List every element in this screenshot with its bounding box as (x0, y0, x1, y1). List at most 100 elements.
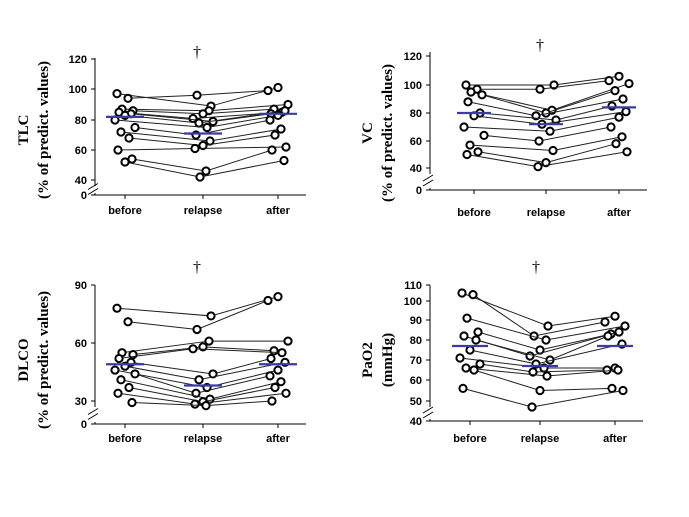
y-axis-unit-label: (% of predict. values) (36, 291, 52, 429)
x-category-label: relapse (184, 205, 223, 217)
data-point (477, 90, 487, 100)
data-point (461, 80, 471, 90)
y-tick-label: 60 (75, 338, 87, 350)
y-tick-label: 40 (410, 163, 422, 175)
data-point (622, 147, 632, 157)
y-axis-label: VC (360, 122, 376, 144)
data-point (610, 86, 620, 96)
data-point (194, 118, 204, 128)
data-point (283, 336, 293, 346)
data-point (194, 375, 204, 385)
data-point (473, 147, 483, 157)
data-point (192, 90, 202, 100)
data-point (265, 115, 275, 125)
data-point (205, 136, 215, 146)
data-point (614, 112, 624, 122)
x-category-label: before (457, 207, 491, 219)
y-tick-label: 60 (410, 136, 422, 148)
axis-break-mark (422, 174, 434, 182)
y-axis-unit-label: (% of predict. values) (380, 64, 396, 202)
data-point (120, 157, 130, 167)
significance-marker: † (193, 259, 201, 276)
axis-break-mark (87, 183, 99, 190)
data-point (191, 388, 201, 398)
data-point (188, 344, 198, 354)
data-point (195, 172, 205, 182)
data-point (459, 331, 469, 341)
data-point (545, 126, 555, 136)
axis-break-mark (87, 188, 99, 195)
y-tick-label: 60 (410, 375, 422, 387)
data-point (279, 155, 289, 166)
data-point (458, 383, 468, 393)
y-axis-label: TLC (16, 115, 32, 146)
data-point (542, 371, 552, 381)
data-point (276, 377, 286, 387)
data-point (267, 396, 277, 406)
data-point (535, 385, 545, 396)
data-point (548, 145, 558, 156)
data-point (468, 290, 478, 300)
axis-break-mark (87, 413, 99, 420)
y-tick-label: 110 (404, 280, 422, 292)
data-point (604, 76, 614, 86)
panel-vc: 0 40 60 80 100 120 before relapse after VC (% of p… (360, 37, 647, 219)
data-point (543, 321, 553, 331)
data-point (198, 109, 208, 119)
data-point (471, 335, 481, 345)
data-point (114, 353, 124, 364)
y-tick-label: 90 (75, 280, 87, 292)
data-point (273, 365, 283, 375)
data-point (613, 365, 623, 375)
data-point (607, 101, 617, 111)
subject-line (466, 75, 620, 86)
data-point (624, 78, 634, 89)
data-point (463, 97, 473, 107)
data-point (603, 331, 613, 341)
data-point (267, 145, 277, 155)
data-point (201, 166, 211, 176)
axis-break-mark (422, 411, 434, 419)
x-category-label: after (603, 433, 628, 445)
data-point (479, 130, 489, 140)
y-tick-label: 80 (410, 108, 422, 120)
data-point (617, 132, 627, 142)
data-point (620, 321, 630, 331)
x-category-label: before (108, 205, 142, 217)
x-category-label: after (607, 207, 632, 219)
data-point (606, 122, 616, 132)
data-point (192, 324, 202, 335)
y-tick-label: 70 (410, 355, 422, 367)
subject-line (463, 331, 620, 357)
data-point (541, 335, 551, 345)
data-point (533, 162, 543, 172)
y-axis-label: DLCO (16, 338, 32, 381)
x-category-label: after (266, 433, 291, 445)
y-tick-label: 50 (410, 396, 422, 408)
subject-line (472, 294, 606, 337)
x-category-label: relapse (184, 433, 223, 445)
data-point (116, 375, 126, 385)
data-point (113, 388, 123, 398)
data-point (198, 140, 208, 151)
data-point (263, 85, 273, 96)
y-axis-unit-label: (mmHg) (380, 333, 396, 387)
data-point (281, 142, 291, 152)
y-tick-label: 30 (75, 396, 87, 408)
data-point (116, 127, 126, 137)
data-point (270, 382, 280, 393)
y-tick-label: 90 (410, 315, 422, 327)
y-axis-unit-label: (% of predict. values) (36, 61, 52, 199)
data-point (527, 402, 537, 412)
data-point (618, 94, 628, 104)
data-point (469, 365, 479, 375)
significance-marker: † (193, 44, 201, 61)
data-point (621, 107, 631, 117)
y-tick-label: 40 (410, 416, 422, 428)
axis-break-mark (422, 179, 434, 187)
data-point (269, 346, 279, 356)
data-point (202, 122, 212, 133)
data-point (124, 133, 134, 143)
data-point (455, 353, 465, 363)
